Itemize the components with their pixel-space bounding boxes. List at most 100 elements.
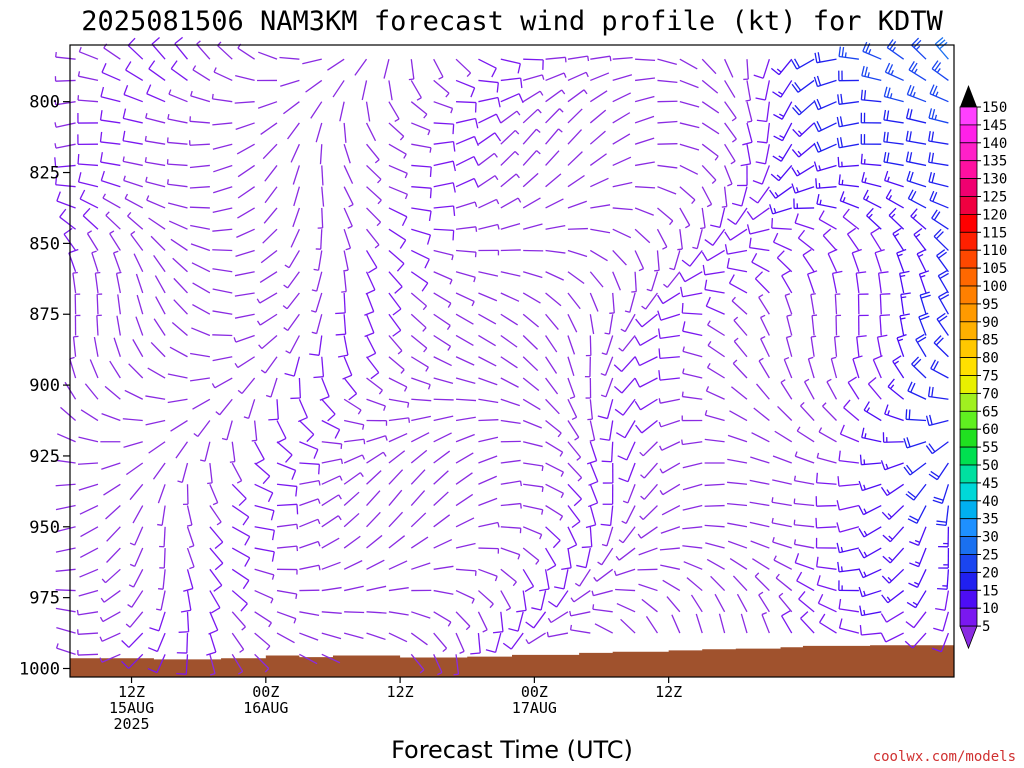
wind-barb	[903, 462, 927, 476]
wind-barb	[724, 122, 737, 143]
wind-barb	[800, 401, 815, 421]
wind-barb	[167, 113, 188, 124]
wind-barb	[733, 316, 748, 336]
wind-barb	[751, 432, 770, 443]
colorbar-swatch	[959, 410, 978, 430]
wind-barb	[365, 122, 377, 142]
wind-barb	[410, 292, 428, 311]
wind-barb	[124, 389, 144, 400]
wind-barb	[191, 262, 211, 273]
wind-barb	[727, 540, 748, 549]
wind-barb	[366, 143, 380, 164]
wind-barb	[539, 569, 550, 592]
wind-barb	[182, 484, 189, 506]
wind-barb	[410, 490, 426, 506]
wind-barb	[79, 568, 99, 578]
wind-barb	[838, 450, 859, 464]
colorbar-label: 55	[982, 440, 999, 456]
wind-barb	[837, 476, 859, 487]
wind-barb	[189, 186, 210, 189]
wind-barb	[905, 611, 927, 629]
wind-barb	[478, 521, 500, 528]
colorbar-top-arrow	[960, 85, 977, 107]
wind-barb	[456, 398, 477, 402]
wind-barb	[909, 526, 927, 546]
wind-barb	[478, 96, 501, 108]
wind-barb	[212, 288, 233, 294]
colorbar-swatch	[959, 536, 978, 555]
wind-barb	[852, 355, 863, 379]
wind-barb	[620, 618, 636, 634]
wind-barb	[410, 271, 429, 292]
wind-barb	[388, 228, 407, 249]
wind-barb	[635, 313, 658, 328]
wind-barb	[500, 129, 520, 145]
plot-frame	[70, 45, 954, 677]
wind-barb	[149, 611, 166, 632]
wind-barb	[635, 58, 656, 62]
wind-barb	[411, 249, 430, 269]
wind-barb	[750, 456, 770, 464]
wind-barb	[433, 565, 454, 570]
colorbar-label: 5	[982, 619, 990, 635]
wind-barb	[707, 320, 725, 337]
wind-barb	[313, 250, 323, 271]
wind-barb	[233, 334, 255, 343]
wind-barb	[690, 594, 703, 613]
wind-barb	[754, 572, 770, 592]
wind-barb	[196, 40, 211, 60]
wind-barb	[817, 593, 837, 613]
wind-barb	[935, 590, 950, 611]
wind-barb	[500, 398, 520, 407]
wind-barb	[882, 432, 904, 443]
wind-barb	[937, 270, 949, 294]
wind-barb	[609, 292, 615, 314]
wind-barb	[455, 177, 479, 188]
wind-barb	[727, 458, 748, 464]
wind-barb	[906, 84, 927, 103]
wind-barb	[77, 172, 99, 188]
wind-barb	[925, 414, 949, 427]
wind-barb	[879, 314, 891, 336]
wind-barb	[478, 497, 498, 507]
wind-barb	[102, 193, 121, 209]
wind-barb	[615, 420, 636, 439]
wind-barb	[905, 409, 927, 422]
wind-barb	[682, 545, 703, 549]
wind-barb	[585, 505, 597, 529]
wind-barb	[591, 589, 613, 597]
wind-barb	[56, 433, 76, 443]
wind-barb	[388, 432, 408, 443]
wind-barb	[634, 161, 655, 167]
wind-barb	[836, 116, 860, 128]
wind-barb	[545, 56, 567, 63]
wind-barb	[863, 401, 882, 422]
wind-barb	[681, 391, 703, 400]
wind-barb	[99, 653, 121, 663]
wind-barb	[188, 140, 210, 146]
wind-barb	[659, 483, 681, 496]
wind-barb	[299, 632, 319, 641]
wind-barb	[634, 377, 658, 388]
wind-barb	[256, 292, 278, 304]
wind-barb	[189, 377, 210, 382]
wind-barb	[704, 524, 725, 528]
wind-barb	[545, 271, 565, 281]
wind-barb	[639, 505, 658, 521]
wind-barb	[695, 613, 703, 634]
wind-barb	[388, 207, 408, 227]
wind-barb	[858, 526, 882, 538]
wind-barb	[545, 398, 560, 415]
wind-barb	[883, 131, 904, 145]
wind-barb	[569, 624, 591, 634]
wind-barb	[478, 198, 500, 209]
wind-barb	[411, 377, 431, 390]
wind-barb	[807, 356, 815, 379]
wind-barb	[455, 377, 476, 385]
wind-barb	[815, 178, 837, 189]
wind-barb	[254, 653, 270, 673]
wind-barb	[453, 654, 460, 676]
wind-barb	[838, 618, 860, 634]
wind-barb	[500, 480, 522, 487]
wind-barb	[657, 58, 677, 65]
